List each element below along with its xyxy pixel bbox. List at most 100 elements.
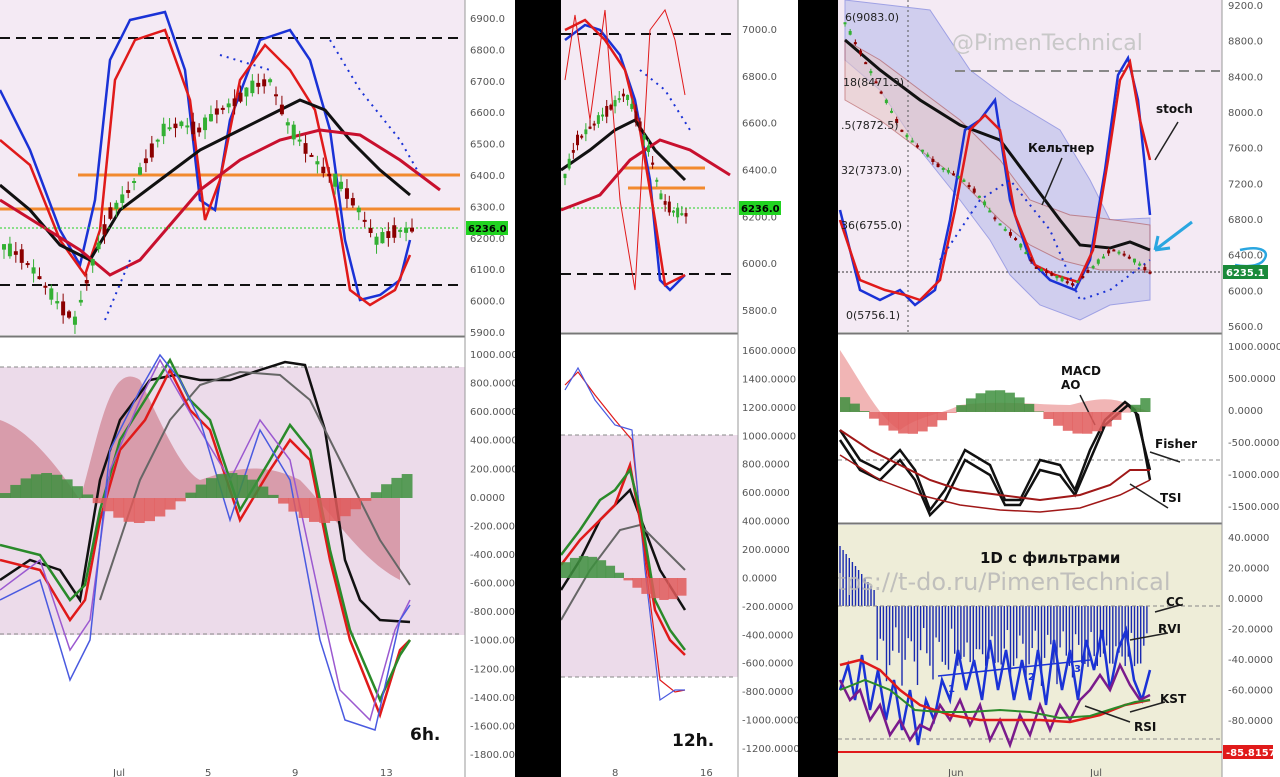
p1candles-body-41 bbox=[244, 87, 249, 97]
label-tsi: TSI bbox=[1160, 491, 1181, 505]
p3candles-body-9 bbox=[890, 110, 894, 113]
p1candles-body-59 bbox=[350, 198, 355, 206]
p1candles-body-49 bbox=[291, 124, 296, 140]
p1hist-bar-9 bbox=[92, 498, 104, 504]
p1hist-bar-22 bbox=[226, 473, 238, 498]
panel1-price-tick-3: 6600.0 bbox=[470, 108, 505, 119]
label-wave-2: 2 bbox=[1028, 672, 1035, 683]
label-wave-1: 1 bbox=[948, 684, 955, 695]
panel1-price-tick-5: 6400.0 bbox=[470, 171, 505, 182]
panel1-price-tick-2: 6700.0 bbox=[470, 77, 505, 88]
p2candles-body-3 bbox=[576, 134, 580, 146]
panel3-rvi-blue bbox=[838, 625, 1152, 746]
p2candles-body-11 bbox=[609, 104, 613, 110]
p1hist-bar-21 bbox=[216, 474, 228, 498]
label-macd: MACD bbox=[1061, 364, 1101, 378]
panel3-rvi-pointer bbox=[1129, 632, 1169, 641]
p1hist-bar-34 bbox=[350, 498, 361, 510]
p2hist-bar-2 bbox=[578, 556, 589, 578]
panel2-price-tick-5: 6000.0 bbox=[742, 259, 777, 270]
p1candles-body-39 bbox=[232, 98, 237, 107]
panel2-price-tick-3: 6400.0 bbox=[742, 166, 777, 177]
p3candles-body-24 bbox=[967, 185, 971, 188]
panel3-indicator-labels: stoch Кельтнер MACD AO Fisher TSI CC RVI… bbox=[948, 102, 1197, 734]
p1candles-body-27 bbox=[161, 123, 166, 137]
p3candles-body-17 bbox=[931, 158, 935, 163]
p3hist-bar-25 bbox=[1082, 412, 1093, 434]
p2candles-body-27 bbox=[676, 207, 680, 218]
p3candles-body-39 bbox=[1045, 270, 1049, 274]
p1hist-bar-0 bbox=[0, 493, 11, 498]
p2hist-bar-11 bbox=[659, 578, 669, 600]
p3hist-bar-12 bbox=[956, 405, 967, 412]
p1hist-bar-31 bbox=[319, 498, 331, 523]
p3candles-body-36 bbox=[1029, 259, 1033, 262]
p3candles-body-33 bbox=[1014, 238, 1018, 241]
label-fisher: Fisher bbox=[1155, 437, 1197, 451]
p1candles-body-58 bbox=[344, 188, 349, 199]
separator-1 bbox=[515, 0, 561, 777]
panel3-keltner-pointer bbox=[1041, 157, 1063, 206]
p2candles-body-9 bbox=[601, 114, 605, 117]
p3candles-body-43 bbox=[1065, 281, 1069, 284]
p1candles-body-12 bbox=[72, 316, 77, 325]
p2candles-body-4 bbox=[580, 135, 584, 138]
p2candles-body-10 bbox=[605, 105, 609, 117]
panel3-tsi-darkred-2 bbox=[839, 454, 1151, 513]
p2candles-body-18 bbox=[638, 121, 642, 131]
p3hist-bar-15 bbox=[985, 390, 996, 412]
p3candles-body-26 bbox=[977, 195, 981, 198]
p1candles-body-30 bbox=[179, 121, 184, 127]
panel1-price-tick-1: 6800.0 bbox=[470, 45, 505, 56]
p1hist-bar-30 bbox=[309, 498, 320, 522]
p3hist-bar-7 bbox=[907, 412, 918, 434]
p1hist-bar-16 bbox=[164, 498, 176, 510]
panel1-osc-tick-1: 800.0000 bbox=[470, 379, 518, 390]
p1candles-body-23 bbox=[138, 167, 142, 175]
p3candles-body-45 bbox=[1076, 280, 1080, 283]
panel3-bottom-tick-6: -80.0000 bbox=[1228, 716, 1273, 727]
panel3-bottom-tick-4: -40.0000 bbox=[1228, 655, 1273, 666]
panel2-osc-tick-1: 1400.0000 bbox=[742, 374, 796, 385]
p1hist-bar-25 bbox=[257, 486, 269, 498]
panel1-osc-tick-2: 600.0000 bbox=[470, 407, 518, 418]
p1candles-body-31 bbox=[185, 125, 190, 128]
p3candles-body-46 bbox=[1081, 276, 1085, 279]
p3candles-body-31 bbox=[1003, 228, 1007, 231]
p3candles-body-52 bbox=[1112, 249, 1116, 252]
axis-labels: 6900.0 6800.0 6700.0 6600.0 6500.0 6400.0 6300… bbox=[112, 1, 1280, 777]
panel3-bottom-current: -85.8157 bbox=[1226, 748, 1276, 759]
p2candles-body-19 bbox=[642, 134, 646, 140]
panel2-osc-tick-9: -200.0000 bbox=[742, 602, 793, 613]
p3candles-body-14 bbox=[915, 145, 919, 148]
p1hist-bar-6 bbox=[61, 479, 73, 498]
separator-2 bbox=[798, 0, 838, 777]
p1hist-bar-18 bbox=[185, 492, 197, 498]
panel2-current-price: 6236.0 bbox=[741, 204, 780, 215]
p1hist-bar-33 bbox=[339, 498, 351, 517]
p3candles-body-37 bbox=[1034, 266, 1038, 269]
panel3-fisher-pointer bbox=[1149, 451, 1181, 463]
panel3-kst-green bbox=[839, 678, 1151, 720]
panel1-stoch-blue bbox=[0, 10, 412, 302]
p2candles-body-24 bbox=[663, 201, 667, 205]
panel3-price-tick-6: 6800.0 bbox=[1228, 215, 1263, 226]
panel1-osc-tick-0: 1000.0000 bbox=[470, 350, 524, 361]
p1candles-body-57 bbox=[339, 181, 344, 189]
p3candles-body-15 bbox=[921, 149, 925, 152]
panel2-price-area bbox=[561, 0, 738, 332]
panel2-timeframe-tag: 12h. bbox=[672, 731, 714, 751]
panel2-osc-tick-0: 1600.0000 bbox=[742, 346, 796, 357]
p3candles-body-16 bbox=[926, 154, 930, 157]
p1hist-bar-28 bbox=[288, 498, 300, 512]
panel1-osc-tick-8: -600.0000 bbox=[470, 579, 521, 590]
p2candles-body-22 bbox=[655, 179, 659, 182]
p2candles-body-15 bbox=[626, 94, 630, 101]
p1candles-body-6 bbox=[37, 276, 42, 280]
p1candles-body-47 bbox=[279, 104, 284, 115]
p2hist-bar-0 bbox=[561, 562, 571, 578]
p3candles-body-35 bbox=[1024, 251, 1028, 255]
panel3-candles bbox=[843, 22, 1152, 288]
p1candles-body-2 bbox=[13, 251, 18, 255]
panel2-osc-tick-11: -600.0000 bbox=[742, 659, 793, 670]
